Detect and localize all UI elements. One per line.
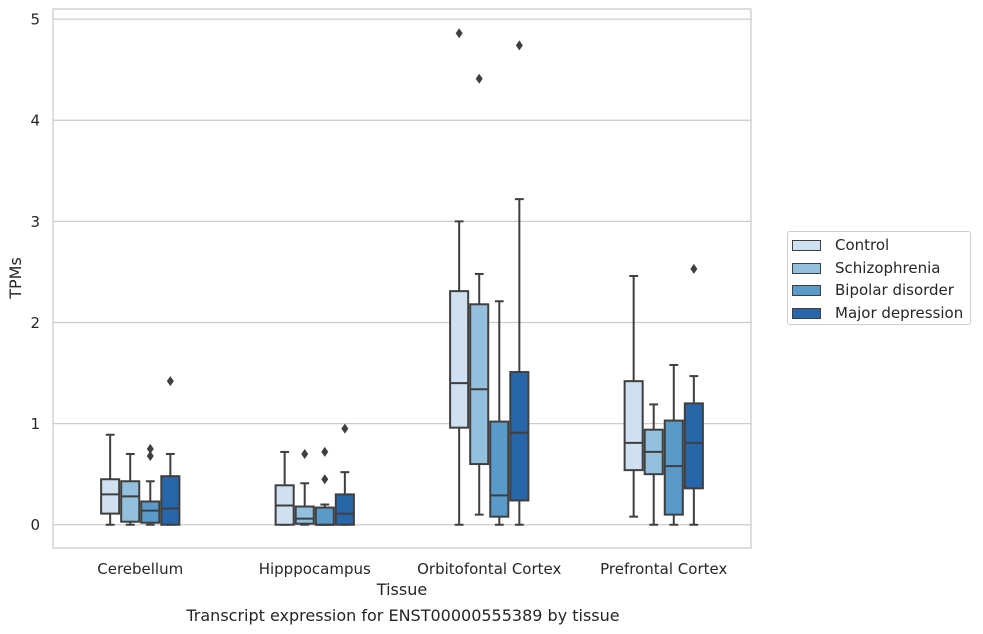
box-marks <box>100 28 704 526</box>
legend-label-control: Control <box>835 236 890 254</box>
box-iqr <box>160 475 181 526</box>
outlier-point <box>690 263 698 274</box>
outlier-point <box>146 450 154 461</box>
box-major-depression-3 <box>683 263 704 526</box>
outlier-point <box>321 446 329 457</box>
x-tick-label: Orbitofontal Cortex <box>417 560 561 578</box>
box-iqr <box>449 290 470 429</box>
outlier-point <box>321 474 329 485</box>
legend-swatch-schizophrenia <box>792 262 821 274</box>
box-iqr <box>100 478 121 515</box>
y-axis-label: TPMs <box>6 257 25 300</box>
box-iqr <box>140 500 161 524</box>
legend-label-bipolar-disorder: Bipolar disorder <box>835 281 954 299</box>
legend-item-schizophrenia: Schizophrenia <box>792 258 940 278</box>
legend-swatch-control <box>792 239 821 251</box>
outlier-point <box>341 423 349 434</box>
box-iqr <box>294 505 315 525</box>
box-schizophrenia-3 <box>643 403 664 526</box>
box-bipolar-disorder-1 <box>314 446 335 526</box>
legend-label-schizophrenia: Schizophrenia <box>835 259 941 277</box>
outlier-point <box>475 73 483 84</box>
legend-item-control: Control <box>792 235 889 255</box>
box-iqr <box>623 380 644 472</box>
box-bipolar-disorder-0 <box>140 443 161 526</box>
legend-swatch-major-depression <box>792 307 821 319</box>
x-tick-label: Cerebellum <box>97 560 183 578</box>
y-tick-label: 4 <box>30 112 40 130</box>
chart-caption: Transcript expression for ENST0000055538… <box>186 606 620 625</box>
legend-swatch-bipolar-disorder <box>792 284 821 296</box>
x-tick-label: Hipppocampus <box>259 560 371 578</box>
box-iqr <box>683 402 704 490</box>
box-control-1 <box>274 450 295 526</box>
box-major-depression-2 <box>509 40 530 526</box>
y-tick-label: 0 <box>30 516 40 534</box>
box-schizophrenia-0 <box>120 452 141 526</box>
x-tick-labels: Cerebellum Hipppocampus Orbitofontal Corte… <box>97 560 727 578</box>
y-tick-label: 5 <box>30 11 40 29</box>
box-major-depression-0 <box>160 376 181 526</box>
y-tick-label: 2 <box>30 314 40 332</box>
outlier-point <box>301 448 309 459</box>
box-iqr <box>334 493 355 526</box>
y-tick-label: 3 <box>30 213 40 231</box>
y-tick-labels: 0 1 2 3 4 5 <box>30 11 40 535</box>
box-control-3 <box>623 274 644 518</box>
legend-item-major-depression: Major depression <box>792 303 963 323</box>
outlier-point <box>455 28 463 39</box>
box-bipolar-disorder-3 <box>663 363 684 526</box>
x-axis-label: Tissue <box>376 580 427 599</box>
legend-label-major-depression: Major depression <box>835 304 964 322</box>
box-control-0 <box>100 433 121 526</box>
box-iqr <box>663 419 684 516</box>
box-major-depression-1 <box>334 423 355 526</box>
box-iqr <box>314 506 335 526</box>
box-iqr <box>120 480 141 523</box>
box-iqr <box>469 303 490 466</box>
box-iqr <box>489 420 510 518</box>
x-tick-label: Prefrontal Cortex <box>600 560 727 578</box>
box-control-2 <box>449 28 470 526</box>
outlier-point <box>166 376 174 387</box>
box-schizophrenia-2 <box>469 73 490 516</box>
plot-frame <box>52 8 752 549</box>
y-tick-label: 1 <box>30 415 40 433</box>
legend-item-bipolar-disorder: Bipolar disorder <box>792 280 954 300</box>
box-iqr <box>509 371 530 502</box>
legend: Control Schizophrenia Bipolar disorder M… <box>787 231 971 325</box>
box-bipolar-disorder-2 <box>489 300 510 526</box>
box-schizophrenia-1 <box>294 448 315 526</box>
outlier-point <box>515 40 523 51</box>
outlier-point <box>146 443 154 454</box>
